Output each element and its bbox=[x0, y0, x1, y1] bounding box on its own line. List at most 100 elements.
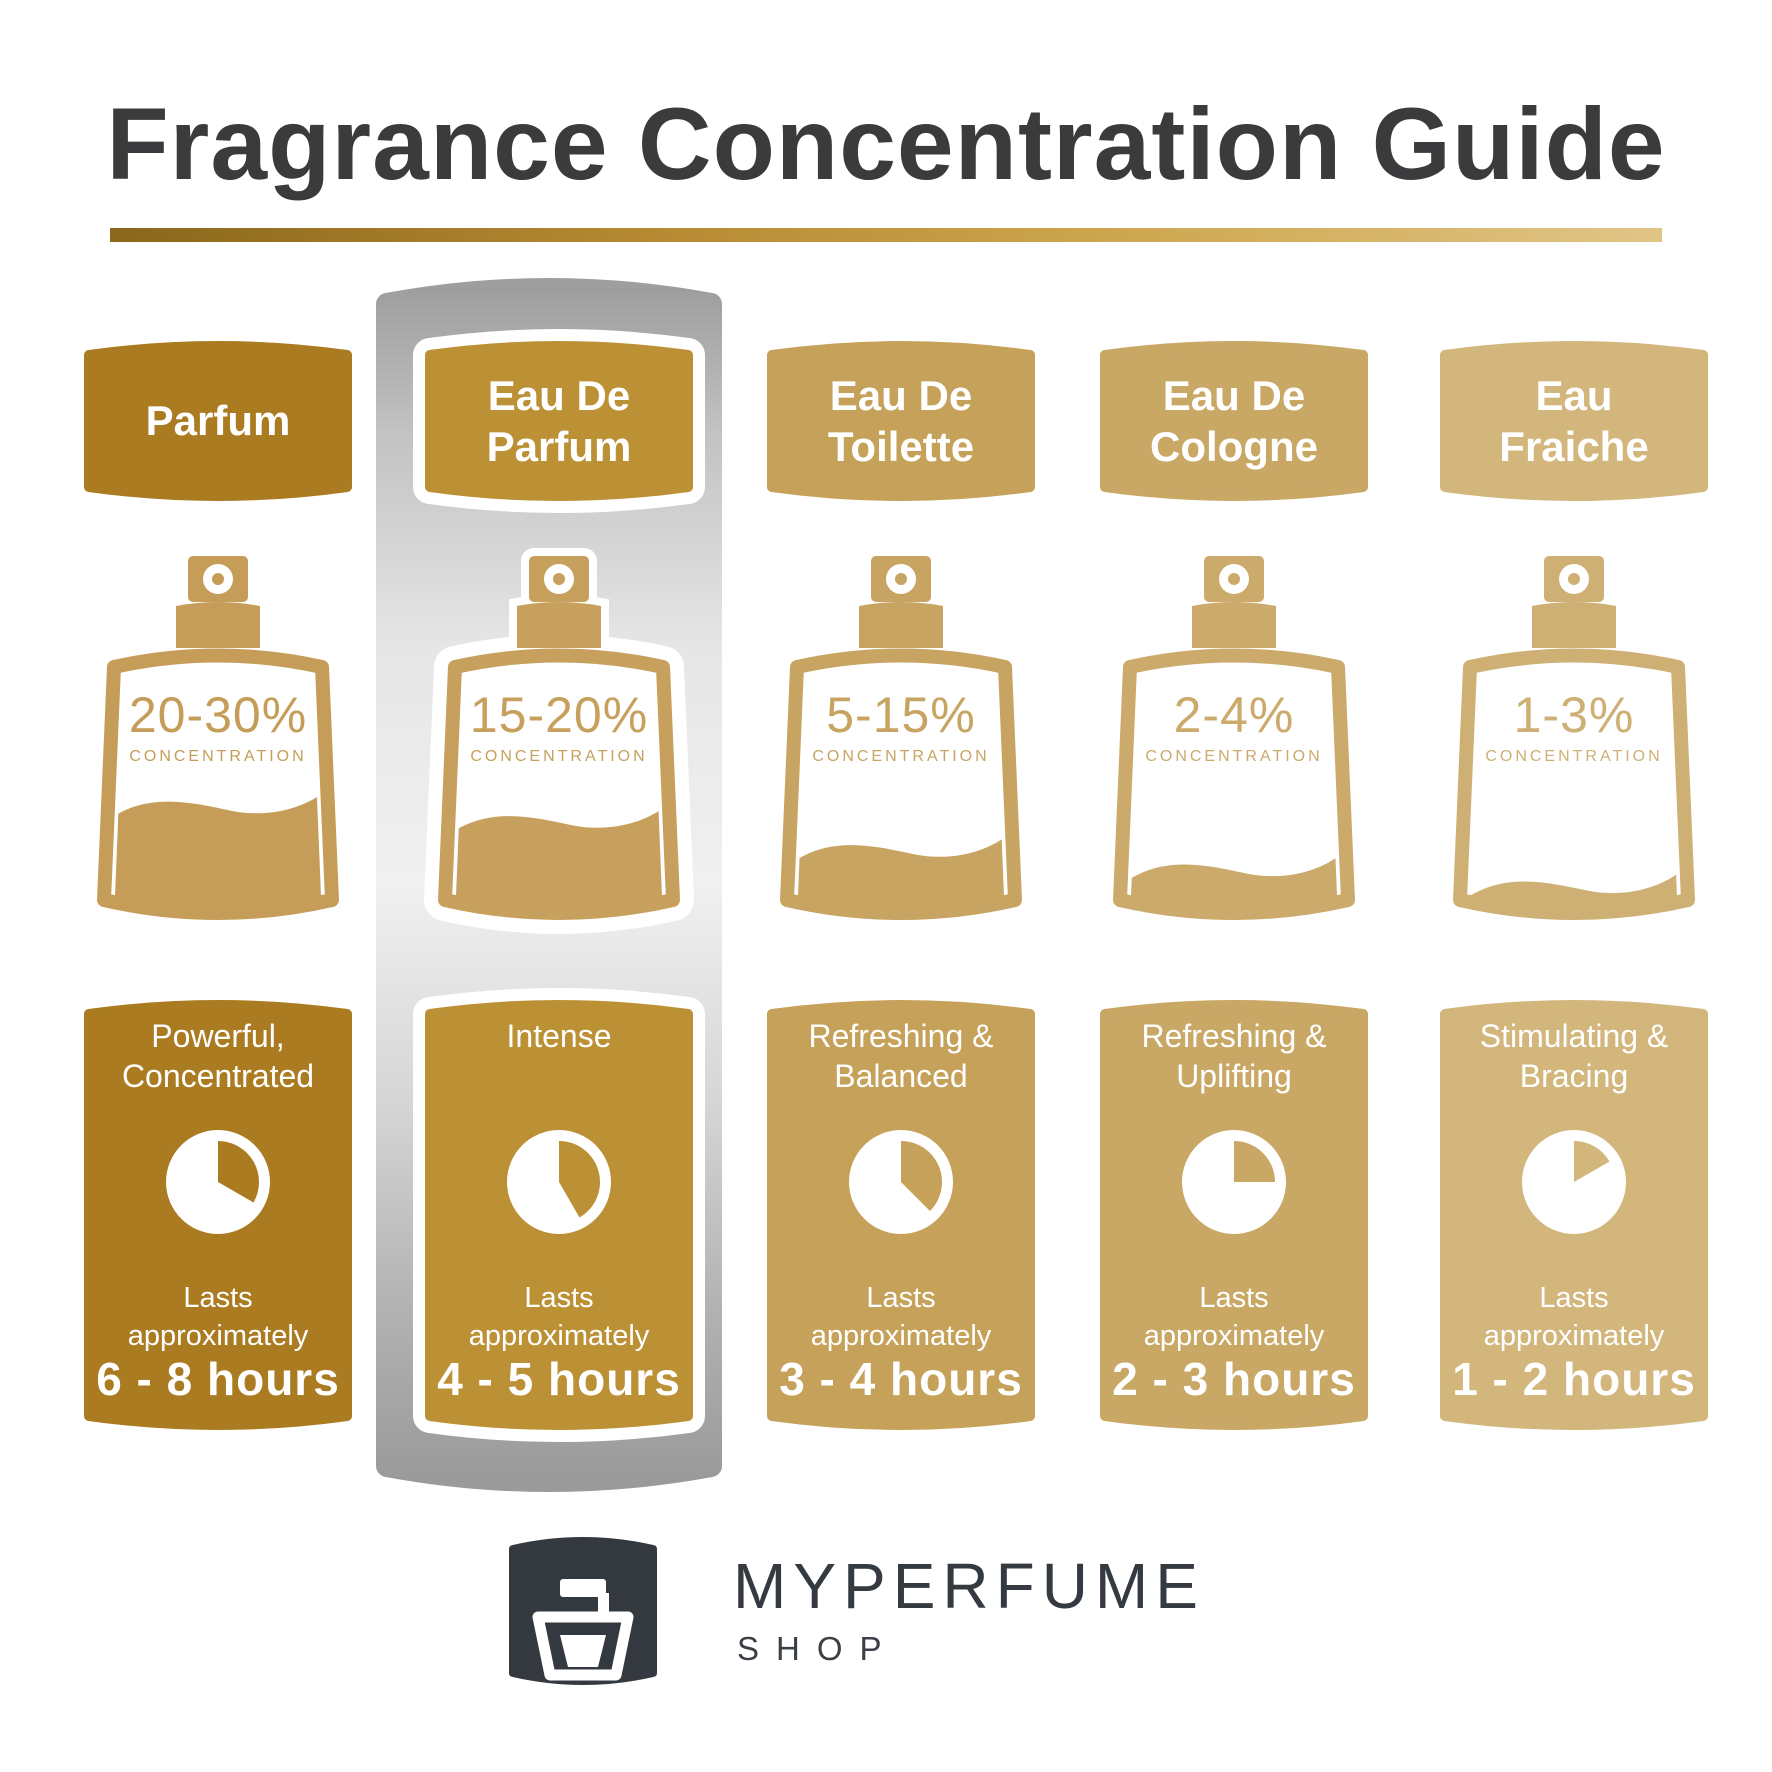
desc-line-1: Refreshing & bbox=[808, 1018, 994, 1054]
badge-label: Eau De Toilette bbox=[765, 339, 1037, 503]
badge-eau-de-cologne: Eau De Cologne bbox=[1098, 339, 1370, 503]
bottle-neck bbox=[1532, 602, 1616, 648]
lasts-line-2: approximately bbox=[1483, 1319, 1665, 1352]
card-shape bbox=[413, 988, 705, 1442]
lasts-line-1: Lasts bbox=[183, 1282, 253, 1314]
badge-line-1: Eau bbox=[1535, 371, 1613, 419]
brand-name: MYPERFUME bbox=[733, 1550, 1205, 1622]
bottle-body bbox=[1453, 648, 1695, 920]
bottle-liquid bbox=[456, 807, 662, 907]
lasts-line-1: Lasts bbox=[524, 1282, 594, 1314]
scent-description: Intense bbox=[423, 1016, 695, 1056]
badge-line-1: Parfum bbox=[145, 397, 291, 445]
duration-hours: 3 - 4 hours bbox=[779, 1353, 1023, 1405]
perfume-bottle-icon: 1-3% CONCENTRATION bbox=[1444, 552, 1704, 952]
badge-eau-de-parfum: Eau De Parfum bbox=[413, 329, 705, 513]
badge-line-2: Toilette bbox=[827, 423, 975, 470]
info-card-parfum: Powerful, Concentrated Lasts approximate… bbox=[82, 1000, 354, 1430]
spray-nozzle bbox=[553, 573, 565, 585]
desc-line-2: Concentrated bbox=[121, 1058, 315, 1094]
duration-clock-icon bbox=[1182, 1130, 1286, 1234]
column-eau-de-parfum: Eau De Parfum 15-20% bbox=[413, 0, 705, 1772]
desc-line-2: Balanced bbox=[834, 1058, 968, 1094]
duration-clock-icon bbox=[1522, 1130, 1626, 1234]
lasts-line-1: Lasts bbox=[1199, 1282, 1269, 1314]
concentration-label: CONCENTRATION bbox=[1485, 748, 1663, 765]
concentration-label: CONCENTRATION bbox=[470, 748, 648, 765]
scent-description: Stimulating & Bracing bbox=[1438, 1016, 1710, 1096]
info-card-eau-de-parfum: Intense Lasts approximately 4 - 5 hours bbox=[413, 988, 705, 1442]
info-card-eau-de-toilette: Refreshing & Balanced Lasts approximatel… bbox=[765, 1000, 1037, 1430]
badge-label: Eau Fraiche bbox=[1438, 339, 1710, 503]
desc-line-1: Refreshing & bbox=[1141, 1018, 1327, 1054]
concentration-value: 15-20% bbox=[469, 687, 649, 743]
desc-line-2: Uplifting bbox=[1176, 1058, 1292, 1094]
lasts-text: Lasts approximately bbox=[765, 1280, 1037, 1355]
bottle-neck bbox=[176, 602, 260, 648]
duration-clock-icon bbox=[166, 1130, 270, 1234]
duration-hours: 4 - 5 hours bbox=[437, 1353, 681, 1405]
column-parfum: Parfum 20-30% bbox=[82, 0, 354, 1772]
desc-line-2: Bracing bbox=[1519, 1058, 1629, 1094]
brand-subtitle: SHOP bbox=[737, 1630, 899, 1667]
duration-clock-icon bbox=[507, 1130, 611, 1234]
badge-shape bbox=[84, 341, 352, 501]
duration-hours: 1 - 2 hours bbox=[1452, 1353, 1696, 1405]
concentration-label: CONCENTRATION bbox=[1145, 748, 1323, 765]
concentration-label: CONCENTRATION bbox=[812, 748, 990, 765]
concentration-value: 2-4% bbox=[1173, 687, 1295, 743]
badge-eau-fraiche: Eau Fraiche bbox=[1438, 339, 1710, 503]
lasts-line-2: approximately bbox=[1143, 1319, 1325, 1352]
badge-label: Eau De Parfum bbox=[423, 339, 695, 503]
scent-description: Refreshing & Uplifting bbox=[1098, 1016, 1370, 1096]
page-title: Fragrance Concentration Guide bbox=[106, 87, 1666, 201]
lasts-text: Lasts approximately bbox=[1438, 1280, 1710, 1355]
lasts-line-1: Lasts bbox=[866, 1282, 936, 1314]
desc-line-1: Powerful, bbox=[151, 1018, 285, 1054]
badge-line-1: Eau De bbox=[1162, 371, 1306, 419]
column-eau-de-toilette: Eau De Toilette 5-15% CONCENTRATION bbox=[765, 0, 1037, 1772]
badge-shape bbox=[767, 341, 1035, 501]
badge-parfum: Parfum bbox=[82, 339, 354, 503]
desc-line-1: Stimulating & bbox=[1479, 1018, 1669, 1054]
spray-nozzle bbox=[1568, 573, 1580, 585]
lasts-line-2: approximately bbox=[810, 1319, 992, 1352]
concentration-label: CONCENTRATION bbox=[129, 748, 307, 765]
perfume-bottle-icon: 2-4% CONCENTRATION bbox=[1104, 552, 1364, 952]
info-card-eau-de-cologne: Refreshing & Uplifting Lasts approximate… bbox=[1098, 1000, 1370, 1430]
bottle-neck bbox=[859, 602, 943, 648]
scent-description: Refreshing & Balanced bbox=[765, 1016, 1037, 1096]
lasts-line-2: approximately bbox=[127, 1319, 309, 1352]
concentration-value: 5-15% bbox=[826, 687, 976, 743]
badge-shape bbox=[1440, 341, 1708, 501]
badge-line-1: Eau De bbox=[487, 371, 631, 419]
bottle-neck bbox=[517, 602, 601, 648]
spray-nozzle bbox=[1228, 573, 1240, 585]
column-eau-fraiche: Eau Fraiche 1-3% CONCENTRATION bbox=[1438, 0, 1710, 1772]
spray-nozzle bbox=[212, 573, 224, 585]
scent-description: Powerful, Concentrated bbox=[82, 1016, 354, 1096]
title-underline bbox=[110, 228, 1662, 242]
badge-line-2: Cologne bbox=[1150, 423, 1318, 470]
badge-label: Eau De Cologne bbox=[1098, 339, 1370, 503]
badge-line-1: Eau De bbox=[829, 371, 973, 419]
desc-line-1: Intense bbox=[506, 1018, 612, 1054]
lasts-text: Lasts approximately bbox=[1098, 1280, 1370, 1355]
bottle-neck bbox=[1192, 602, 1276, 648]
concentration-value: 1-3% bbox=[1513, 687, 1635, 743]
badge-shape bbox=[413, 329, 705, 513]
info-card-eau-fraiche: Stimulating & Bracing Lasts approximatel… bbox=[1438, 1000, 1710, 1430]
badge-line-2: Fraiche bbox=[1499, 423, 1649, 470]
concentration-value: 20-30% bbox=[128, 687, 308, 743]
spray-nozzle bbox=[895, 573, 907, 585]
badge-line-2: Parfum bbox=[486, 423, 632, 470]
lasts-text: Lasts approximately bbox=[423, 1280, 695, 1355]
column-eau-de-cologne: Eau De Cologne 2-4% CONCENTRATION bbox=[1098, 0, 1370, 1772]
lasts-line-2: approximately bbox=[468, 1319, 650, 1352]
duration-clock-icon bbox=[849, 1130, 953, 1234]
brand-logo-icon bbox=[508, 1535, 658, 1687]
duration-hours: 2 - 3 hours bbox=[1112, 1353, 1356, 1405]
badge-eau-de-toilette: Eau De Toilette bbox=[765, 339, 1037, 503]
bottle-liquid bbox=[115, 792, 321, 907]
perfume-bottle-icon: 20-30% CONCENTRATION bbox=[88, 552, 348, 952]
